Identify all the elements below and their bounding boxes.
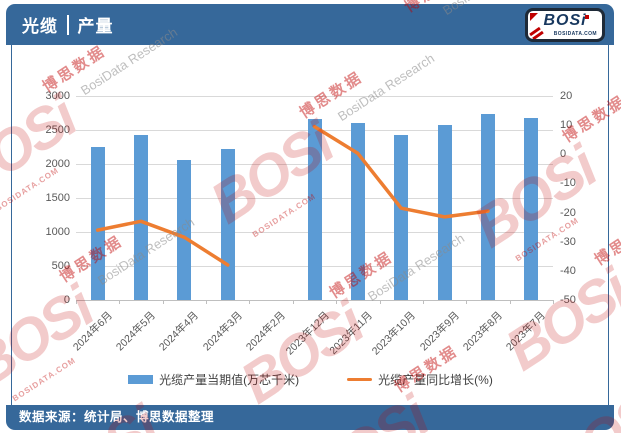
logo-accent-triangle [530, 13, 538, 21]
data-source-text: 数据来源：统计局、博思数据整理 [19, 410, 215, 424]
bosi-logo: BOSi BOSIDATA.COM [525, 8, 605, 42]
report-footer: 数据来源：统计局、博思数据整理 [6, 405, 614, 430]
logo-subtext: BOSIDATA.COM [553, 31, 597, 37]
report-card: 光缆 产量 BOSi BOSIDATA.COM 数据来源：统计局、博思数据整理 [6, 4, 614, 430]
title-right: 产量 [77, 17, 114, 36]
report-header: 光缆 产量 BOSi BOSIDATA.COM [6, 4, 614, 45]
page-title: 光缆 产量 [6, 4, 614, 45]
title-left: 光缆 [22, 17, 58, 36]
title-divider [67, 14, 69, 35]
logo-accent-dot [585, 15, 589, 19]
chart-panel [11, 45, 609, 405]
logo-text: BOSi [543, 12, 587, 29]
